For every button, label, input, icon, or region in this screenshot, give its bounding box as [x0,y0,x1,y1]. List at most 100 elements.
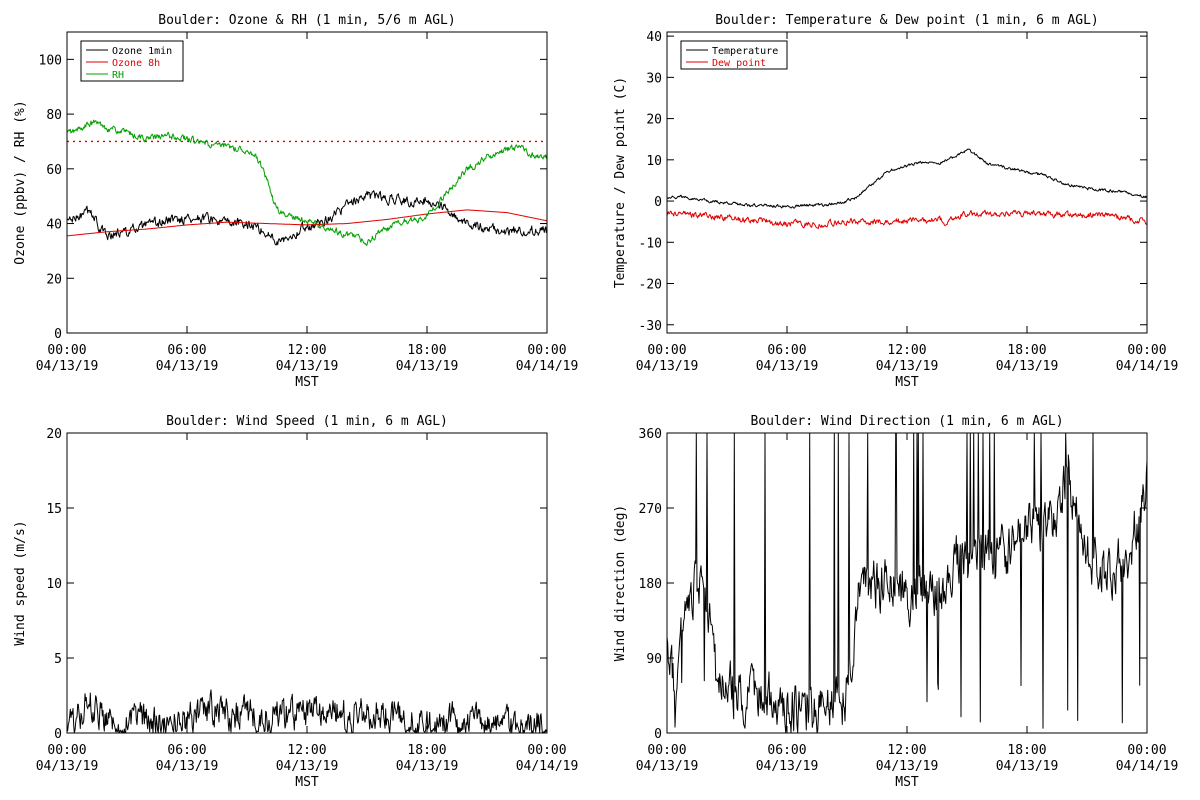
x-tick-label-time: 06:00 [167,743,206,758]
plot-frame [666,432,1148,734]
x-tick-label-time: 00:00 [527,743,566,758]
series-line-ozone-1min [67,190,547,246]
x-tick-label-date: 04/13/19 [396,359,459,374]
y-tick-label: -30 [639,319,662,334]
y-tick-label: 30 [646,71,662,86]
plot-area [67,689,547,733]
series-line-series-1 [667,433,1147,733]
chart-panel-4: Boulder: Wind Direction (1 min, 6 m AGL)… [613,414,1178,790]
y-tick-label: 80 [46,108,62,123]
series-line-rh [67,119,547,246]
x-tick-label-time: 18:00 [1007,743,1046,758]
y-tick-label: 15 [46,502,62,517]
y-tick-label: 0 [54,727,62,742]
x-tick-label-time: 18:00 [1007,343,1046,358]
plot-frame [666,31,1148,334]
legend-label: RH [112,70,124,81]
legend-label: Dew point [712,58,766,69]
x-tick-label-time: 12:00 [887,343,926,358]
x-tick-label-time: 00:00 [47,743,86,758]
y-tick-label: 360 [639,427,662,442]
y-tick-label: 0 [654,195,662,210]
x-tick-label-date: 04/13/19 [156,759,219,774]
x-tick-label-date: 04/13/19 [156,359,219,374]
y-axis-label: Wind speed (m/s) [13,520,28,645]
y-tick-label: 5 [54,652,62,667]
x-tick-label-time: 00:00 [647,343,686,358]
x-tick-label-time: 00:00 [1127,743,1166,758]
x-tick-label-time: 00:00 [647,743,686,758]
chart-panel-1: Boulder: Ozone & RH (1 min, 5/6 m AGL) 0 2… [13,13,578,390]
x-tick-label-date: 04/13/19 [636,359,699,374]
series-line-series-1 [67,689,547,733]
x-tick-label-time: 18:00 [407,343,446,358]
x-tick-label-date: 04/13/19 [996,759,1059,774]
series-line-ozone-8h [67,209,547,237]
x-tick-label-time: 12:00 [887,743,926,758]
x-tick-label-date: 04/13/19 [996,359,1059,374]
y-axis-label: Ozone (ppbv) / RH (%) [13,100,28,264]
plot-area [67,119,547,246]
x-tick-label-date: 04/13/19 [396,759,459,774]
y-tick-label: 10 [46,577,62,592]
x-tick-label-time: 12:00 [287,743,326,758]
chart-panel-3: Boulder: Wind Speed (1 min, 6 m AGL) 0 5 10… [13,414,578,790]
y-tick-label: 180 [639,577,662,592]
series-line-temperature [667,148,1147,209]
y-tick-label: 0 [54,327,62,342]
y-tick-label: 100 [39,53,62,68]
chart-title: Boulder: Ozone & RH (1 min, 5/6 m AGL) [158,13,455,28]
plot-area [667,433,1147,733]
y-axis-label: Wind direction (deg) [613,505,628,662]
x-axis-label: MST [295,775,319,790]
y-tick-label: -10 [639,236,662,251]
x-tick-label-time: 00:00 [527,343,566,358]
chart-panel-2: Boulder: Temperature & Dew point (1 min,… [613,13,1178,390]
legend-box [680,40,788,70]
y-tick-label: 40 [46,218,62,233]
y-tick-label: 20 [46,427,62,442]
x-tick-label-time: 06:00 [767,743,806,758]
x-tick-label-time: 18:00 [407,743,446,758]
x-tick-label-date: 04/13/19 [756,759,819,774]
x-axis-label: MST [895,775,919,790]
y-tick-label: -20 [639,278,662,293]
y-tick-label: 20 [46,272,62,287]
x-tick-label-date: 04/14/19 [516,359,579,374]
x-tick-label-date: 04/13/19 [276,759,339,774]
x-tick-label-date: 04/14/19 [1116,759,1179,774]
x-tick-label-date: 04/13/19 [36,359,99,374]
series-line-dew-point [667,209,1147,230]
x-tick-label-time: 06:00 [767,343,806,358]
y-tick-label: 10 [646,154,662,169]
x-tick-label-time: 00:00 [1127,343,1166,358]
legend-label: Temperature [712,46,778,57]
legend-label: Ozone 8h [112,58,160,69]
y-axis-label: Temperature / Dew point (C) [613,77,628,288]
x-tick-label-date: 04/13/19 [276,359,339,374]
y-tick-label: 60 [46,163,62,178]
y-tick-label: 270 [639,502,662,517]
x-tick-label-time: 06:00 [167,343,206,358]
chart-title: Boulder: Wind Direction (1 min, 6 m AGL) [750,414,1063,429]
plot-frame [66,432,548,734]
x-tick-label-date: 04/14/19 [1116,359,1179,374]
legend-label: Ozone 1min [112,46,172,57]
x-axis-label: MST [895,375,919,390]
y-tick-label: 20 [646,113,662,128]
x-tick-label-date: 04/13/19 [36,759,99,774]
x-tick-label-date: 04/13/19 [756,359,819,374]
y-tick-label: 90 [646,652,662,667]
x-tick-label-date: 04/13/19 [876,759,939,774]
x-tick-label-time: 12:00 [287,343,326,358]
x-tick-label-date: 04/14/19 [516,759,579,774]
x-tick-label-date: 04/13/19 [876,359,939,374]
y-tick-label: 40 [646,30,662,45]
plot-area [667,148,1147,230]
x-tick-label-date: 04/13/19 [636,759,699,774]
y-tick-label: 0 [654,727,662,742]
chart-title: Boulder: Wind Speed (1 min, 6 m AGL) [166,414,448,429]
